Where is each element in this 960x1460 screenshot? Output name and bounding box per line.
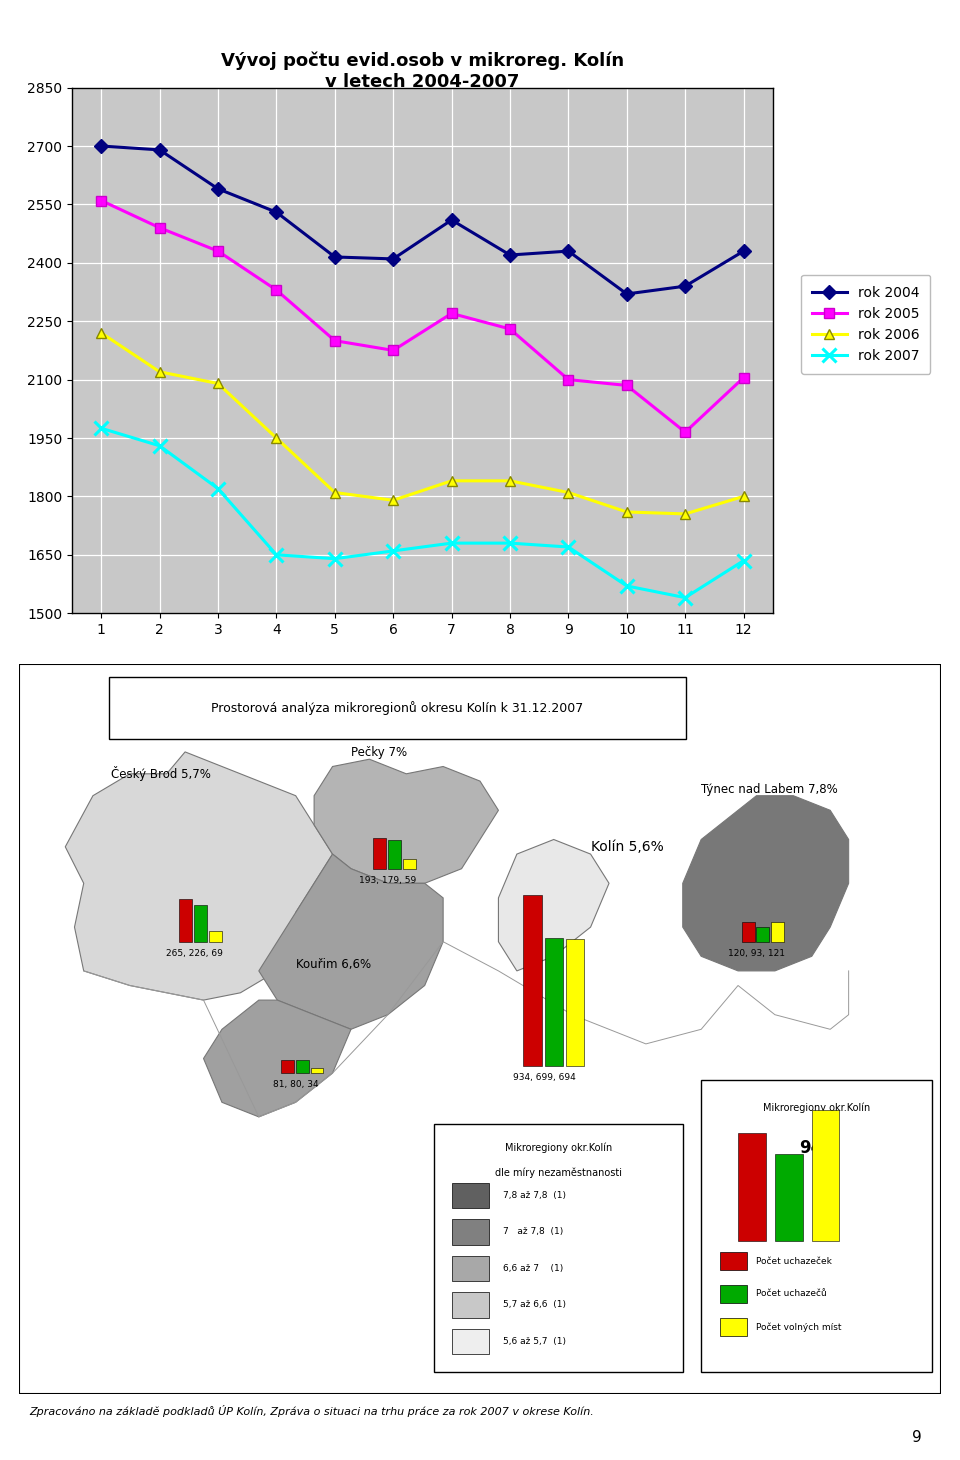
Bar [742,923,755,942]
Text: 7   až 7,8  (1): 7 až 7,8 (1) [503,1228,564,1237]
Text: 265, 226, 69: 265, 226, 69 [166,949,223,958]
Polygon shape [259,854,444,1029]
Bar [388,839,400,869]
Text: dle míry nezaměstnanosti: dle míry nezaměstnanosti [494,1168,622,1178]
Polygon shape [314,759,498,883]
Bar [452,1329,490,1355]
Text: 7,8 až 7,8  (1): 7,8 až 7,8 (1) [503,1191,566,1200]
Text: 9: 9 [912,1431,922,1445]
Text: 5,6 až 5,7  (1): 5,6 až 5,7 (1) [503,1337,566,1346]
Bar [775,1155,803,1241]
Text: Vývoj počtu evid.osob v mikroreg. Kolín: Vývoj počtu evid.osob v mikroreg. Kolín [221,51,624,70]
Bar [738,1133,766,1241]
Bar [565,939,584,1066]
Bar [544,939,563,1066]
Polygon shape [204,1000,351,1117]
Text: Český Brod 5,7%: Český Brod 5,7% [111,766,211,781]
Text: 6,6 až 7    (1): 6,6 až 7 (1) [503,1264,564,1273]
Bar [452,1292,490,1317]
Text: Kouřim 6,6%: Kouřim 6,6% [296,958,371,971]
Legend: rok 2004, rok 2005, rok 2006, rok 2007: rok 2004, rok 2005, rok 2006, rok 2007 [801,274,930,374]
Text: Počet volných míst: Počet volných míst [756,1321,842,1332]
Bar [452,1183,490,1209]
Text: 193, 179, 59: 193, 179, 59 [359,876,417,885]
Text: 120, 93, 121: 120, 93, 121 [728,949,785,958]
Text: Pečky 7%: Pečky 7% [351,746,407,759]
Text: 81, 80, 34: 81, 80, 34 [273,1080,319,1089]
Bar [720,1285,747,1302]
Bar [452,1256,490,1282]
Bar [194,905,207,942]
Bar [812,1110,839,1241]
Bar [310,1067,324,1073]
Bar [720,1251,747,1270]
Text: Kolín 5,6%: Kolín 5,6% [590,839,663,854]
Text: 940: 940 [799,1139,833,1156]
Bar [452,1219,490,1244]
Polygon shape [65,752,332,1000]
Bar [296,1060,308,1073]
Bar [771,923,784,942]
Bar [402,860,416,869]
Bar [180,899,192,942]
Text: Mikroregiony okr.Kolín: Mikroregiony okr.Kolín [763,1102,870,1113]
Text: v letech 2004-2007: v letech 2004-2007 [325,73,519,91]
Bar [756,927,769,942]
Polygon shape [683,796,849,971]
Text: 934, 699, 694: 934, 699, 694 [514,1073,576,1082]
Bar [434,1124,683,1372]
FancyBboxPatch shape [108,677,685,739]
Bar [281,1060,294,1073]
Text: Týnec nad Labem 7,8%: Týnec nad Labem 7,8% [701,783,838,796]
Text: Počet uchazeček: Počet uchazeček [756,1257,832,1266]
Polygon shape [498,839,609,971]
Bar [209,930,222,942]
Bar [720,1317,747,1336]
Bar [523,895,541,1066]
Text: Prostorová analýza mikroregionů okresu Kolín k 31.12.2007: Prostorová analýza mikroregionů okresu K… [211,701,583,715]
Bar [373,838,386,869]
Bar [701,1080,931,1372]
Text: Počet uchazečů: Počet uchazečů [756,1289,828,1298]
Text: 5,7 až 6,6  (1): 5,7 až 6,6 (1) [503,1301,566,1310]
Text: Zpracováno na základě podkladů ÚP Kolín, Zpráva o situaci na trhu práce za rok 2: Zpracováno na základě podkladů ÚP Kolín,… [29,1405,593,1416]
Text: Mikroregiony okr.Kolín: Mikroregiony okr.Kolín [505,1142,612,1153]
